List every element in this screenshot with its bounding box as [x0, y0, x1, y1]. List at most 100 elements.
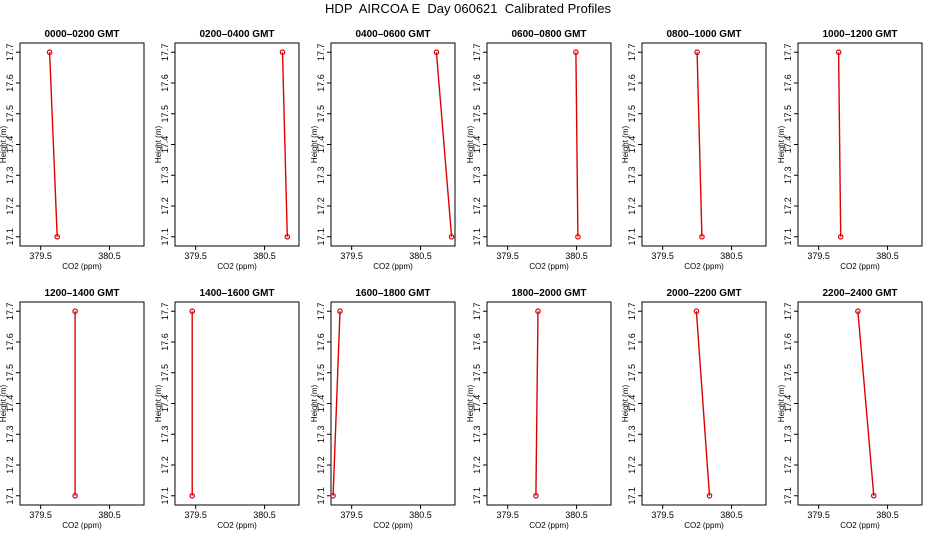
- y-tick-label: 17.1: [627, 228, 637, 246]
- data-point: [693, 308, 700, 315]
- x-tick-label: 379.5: [807, 510, 830, 520]
- y-tick-label: 17.1: [316, 487, 326, 505]
- plot-frame: [174, 301, 300, 506]
- x-tick-label: 380.5: [409, 251, 432, 261]
- y-tick-label: 17.4: [316, 395, 326, 413]
- data-point: [835, 49, 842, 56]
- y-tick-label: 17.5: [783, 105, 793, 123]
- x-tick-label: 379.5: [651, 510, 674, 520]
- y-tick-label: 17.1: [472, 487, 482, 505]
- y-tick-label: 17.5: [783, 364, 793, 382]
- profile-line: [695, 311, 711, 496]
- panel-title: 1800–2000 GMT: [511, 288, 586, 299]
- x-tick-label: 380.5: [409, 510, 432, 520]
- y-tick-label: 17.6: [316, 74, 326, 92]
- y-tick-label: 17.3: [160, 425, 170, 443]
- data-point: [575, 233, 581, 240]
- y-tick-label: 17.1: [783, 487, 793, 505]
- y-tick-label: 17.6: [160, 74, 170, 92]
- data-point: [699, 233, 705, 240]
- data-point: [279, 49, 286, 56]
- profile-line: [48, 52, 58, 237]
- y-tick-label: 17.1: [5, 487, 15, 505]
- y-axis-label: Height (m): [777, 384, 786, 422]
- x-axis-label: CO2 (ppm): [529, 521, 569, 530]
- y-tick-label: 17.3: [160, 166, 170, 184]
- y-tick-label: 17.7: [5, 43, 15, 61]
- y-axis-label: Height (m): [621, 125, 630, 163]
- y-tick-label: 17.4: [783, 136, 793, 154]
- y-axis-label: Height (m): [0, 125, 8, 163]
- plot-frame: [641, 42, 767, 247]
- y-tick-label: 17.7: [160, 302, 170, 320]
- y-tick-label: 17.1: [472, 228, 482, 246]
- panel-title: 1400–1600 GMT: [199, 288, 274, 299]
- profile-line: [857, 311, 875, 496]
- y-tick-label: 17.4: [627, 136, 637, 154]
- x-tick-label: 379.5: [184, 510, 207, 520]
- y-tick-label: 17.3: [316, 425, 326, 443]
- x-tick-label: 379.5: [496, 510, 519, 520]
- x-axis-label: CO2 (ppm): [840, 521, 880, 530]
- y-tick-label: 17.5: [160, 364, 170, 382]
- x-axis-label: CO2 (ppm): [840, 262, 880, 271]
- y-tick-label: 17.2: [627, 456, 637, 474]
- y-tick-label: 17.7: [160, 43, 170, 61]
- y-tick-label: 17.3: [783, 166, 793, 184]
- panel-title: 0800–1000 GMT: [666, 29, 741, 40]
- y-tick-label: 17.3: [5, 166, 15, 184]
- y-tick-label: 17.2: [627, 197, 637, 215]
- plot-frame: [330, 42, 456, 247]
- y-tick-label: 17.7: [5, 302, 15, 320]
- x-tick-label: 380.5: [720, 251, 743, 261]
- profile-line: [575, 52, 579, 237]
- y-tick-label: 17.6: [783, 333, 793, 351]
- plot-frame: [486, 42, 612, 247]
- y-tick-label: 17.7: [472, 302, 482, 320]
- data-point: [337, 308, 343, 315]
- data-point: [535, 308, 541, 315]
- y-tick-label: 17.5: [316, 364, 326, 382]
- y-tick-label: 17.7: [627, 302, 637, 320]
- x-axis-label: CO2 (ppm): [684, 262, 724, 271]
- panel-title: 2000–2200 GMT: [666, 288, 741, 299]
- y-axis-label: Height (m): [154, 125, 163, 163]
- panel-title: 1600–1800 GMT: [355, 288, 430, 299]
- y-tick-label: 17.2: [5, 197, 15, 215]
- y-tick-label: 17.5: [627, 105, 637, 123]
- x-tick-label: 379.5: [184, 251, 207, 261]
- x-tick-label: 379.5: [340, 510, 363, 520]
- panel-title: 0400–0600 GMT: [355, 29, 430, 40]
- panel-title: 0200–0400 GMT: [199, 29, 274, 40]
- y-tick-label: 17.2: [783, 197, 793, 215]
- y-tick-label: 17.1: [5, 228, 15, 246]
- x-tick-label: 380.5: [253, 510, 276, 520]
- data-point: [573, 49, 579, 56]
- data-point: [189, 492, 196, 499]
- data-point: [284, 233, 291, 240]
- x-tick-label: 379.5: [651, 251, 674, 261]
- y-tick-label: 17.5: [316, 105, 326, 123]
- y-tick-label: 17.7: [472, 43, 482, 61]
- y-tick-label: 17.1: [160, 228, 170, 246]
- y-tick-label: 17.3: [627, 166, 637, 184]
- y-tick-label: 17.6: [472, 333, 482, 351]
- data-point: [694, 49, 700, 56]
- plot-frame: [486, 301, 612, 506]
- data-point: [837, 233, 844, 240]
- x-tick-label: 380.5: [876, 510, 899, 520]
- y-tick-label: 17.2: [316, 456, 326, 474]
- profile-line: [332, 311, 341, 496]
- y-tick-label: 17.6: [783, 74, 793, 92]
- plot-frame: [330, 301, 456, 506]
- y-tick-label: 17.2: [783, 456, 793, 474]
- y-tick-label: 17.4: [5, 136, 15, 154]
- x-tick-label: 380.5: [565, 510, 588, 520]
